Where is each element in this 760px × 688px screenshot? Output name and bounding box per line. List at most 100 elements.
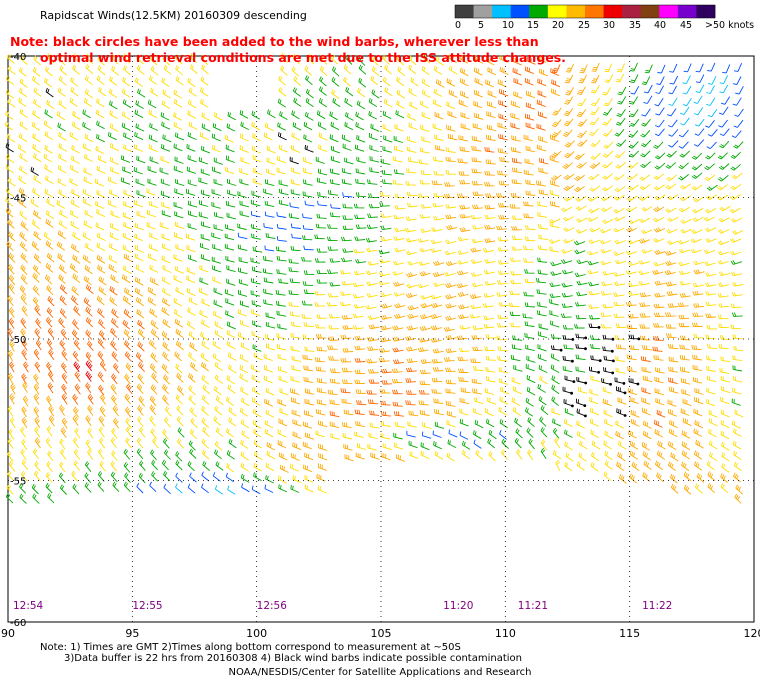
wind-barb	[265, 179, 275, 187]
wind-barb	[670, 483, 679, 494]
wind-barb	[32, 67, 41, 77]
wind-barb	[201, 340, 210, 350]
wind-barb	[329, 134, 339, 143]
wind-barb	[280, 65, 288, 76]
wind-barb	[47, 382, 54, 394]
wind-barb	[188, 121, 198, 130]
wind-barb	[431, 388, 442, 394]
wind-barb	[708, 76, 717, 85]
wind-barb	[677, 302, 689, 308]
wind-barb	[32, 285, 40, 296]
wind-barb	[263, 277, 274, 284]
wind-barb	[316, 110, 326, 120]
wind-barb	[445, 282, 457, 289]
wind-barb	[683, 471, 692, 482]
wind-barb	[652, 269, 664, 275]
wind-barb	[56, 241, 66, 251]
wind-barb	[380, 225, 392, 231]
wind-barb	[355, 192, 367, 198]
wind-barb	[95, 200, 105, 209]
wind-barb	[393, 169, 405, 175]
wind-barb	[354, 431, 364, 438]
wind-barb	[523, 213, 534, 219]
wind-barb	[21, 339, 28, 351]
wind-barb	[407, 157, 418, 163]
wind-barb	[564, 375, 574, 383]
wind-barb	[202, 384, 211, 395]
wind-barb	[82, 109, 91, 119]
wind-barb	[643, 95, 653, 104]
wind-barb	[563, 173, 575, 181]
wind-barb	[200, 352, 209, 362]
wind-barb	[98, 448, 105, 460]
legend-tick-label: 15	[527, 20, 540, 31]
wind-barb	[133, 199, 144, 208]
wind-barb	[600, 195, 612, 202]
wind-barb	[202, 461, 210, 471]
wind-barb	[149, 156, 159, 164]
wind-barb	[721, 452, 730, 462]
wind-barb	[187, 110, 197, 119]
wind-barb	[616, 139, 627, 147]
wind-barb	[627, 162, 639, 169]
wind-barb	[512, 335, 523, 341]
wind-barb	[189, 53, 197, 64]
wind-barb	[576, 420, 586, 429]
wind-barb	[470, 358, 481, 363]
wind-barb	[588, 366, 599, 373]
wind-barb	[667, 408, 677, 417]
wind-barb	[589, 117, 600, 126]
wind-barb	[96, 254, 106, 264]
wind-barb	[71, 121, 81, 131]
wind-barb	[563, 398, 573, 407]
wind-barb	[383, 98, 393, 108]
wind-barb	[355, 224, 367, 229]
wind-barb	[56, 200, 66, 209]
wind-barb	[125, 437, 132, 449]
wind-barb	[85, 242, 94, 252]
wind-barb	[417, 238, 429, 243]
wind-barb	[61, 362, 68, 374]
wind-barb	[602, 87, 611, 96]
wind-barb	[85, 382, 92, 394]
wind-barb	[19, 493, 27, 504]
wind-barb	[213, 224, 224, 231]
wind-barb	[614, 129, 625, 137]
wind-barb	[291, 409, 301, 417]
wind-barb	[514, 437, 522, 449]
wind-barb	[149, 232, 159, 240]
wind-barb	[669, 473, 678, 484]
wind-barb	[133, 167, 143, 175]
wind-barb	[58, 189, 68, 198]
wind-barb	[121, 155, 131, 163]
wind-barb	[45, 437, 52, 449]
wind-barb	[186, 244, 196, 253]
wind-barb	[266, 168, 276, 176]
wind-barb	[188, 297, 198, 306]
wind-barb	[499, 88, 509, 97]
wind-barb	[640, 356, 651, 362]
wind-barb	[501, 438, 509, 449]
wind-barb	[641, 387, 651, 395]
wind-barb	[265, 321, 276, 329]
wind-barb	[639, 335, 651, 341]
wind-barb	[525, 179, 536, 186]
wind-barb	[187, 483, 196, 494]
wind-barb	[704, 163, 715, 171]
wind-barb	[665, 183, 677, 190]
wind-barb	[251, 330, 261, 339]
wind-barb	[173, 254, 183, 262]
wind-barb	[176, 372, 184, 383]
wind-barb	[628, 345, 640, 351]
wind-barb	[303, 270, 315, 275]
wind-barb	[498, 99, 508, 108]
wind-barb	[599, 239, 611, 245]
wind-barb	[352, 293, 364, 299]
wind-barb	[84, 482, 92, 493]
wind-barb	[378, 249, 390, 255]
wind-barb	[575, 229, 588, 234]
wind-barb	[200, 254, 211, 262]
wind-barb	[679, 195, 691, 202]
wind-barb	[161, 459, 169, 471]
wind-barb	[263, 255, 273, 262]
